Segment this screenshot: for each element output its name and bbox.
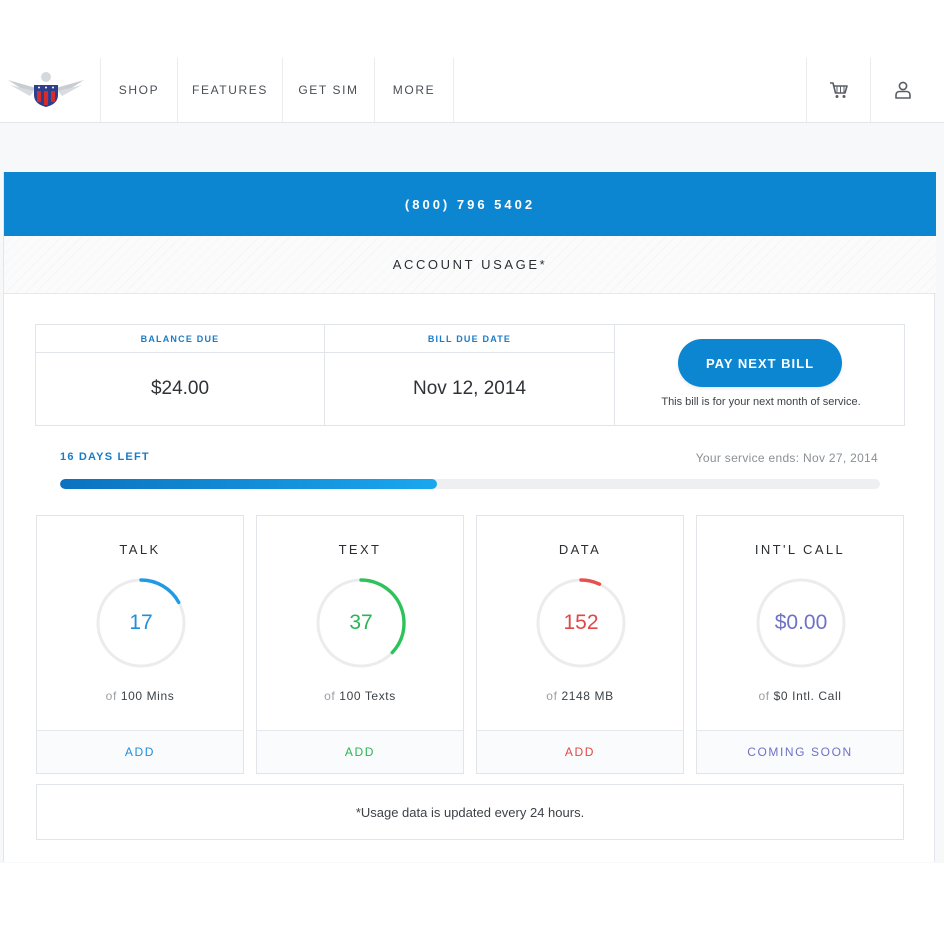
add-text-button[interactable]: ADD: [257, 730, 463, 773]
account-usage-heading: ACCOUNT USAGE*: [4, 236, 936, 294]
card-title: DATA: [558, 542, 602, 557]
usage-limit: of 100 Mins: [105, 689, 175, 703]
bill-due-date-value: Nov 12, 2014: [412, 378, 527, 399]
nav-get-sim[interactable]: GET SIM: [283, 58, 375, 122]
usage-value: 37: [349, 611, 373, 634]
progress-fill: [60, 479, 438, 489]
usage-ring: 152: [535, 577, 627, 669]
coming-soon-button[interactable]: COMING SOON: [697, 730, 903, 773]
usage-value: $0.00: [774, 611, 828, 634]
brand-logo[interactable]: [0, 58, 101, 122]
billing-summary: BALANCE DUE $24.00 BILL DUE DATE Nov 12,…: [35, 324, 905, 426]
card-title: TEXT: [338, 542, 382, 557]
nav-features[interactable]: FEATURES: [178, 58, 283, 122]
add-talk-button[interactable]: ADD: [37, 730, 243, 773]
intl-call-card: INT'L CALL $0.00 of $0 Intl. Call COMING…: [696, 515, 904, 774]
balance-due-cell: BALANCE DUE $24.00: [36, 325, 325, 425]
text-card: TEXT 37 of 100 Texts ADD: [256, 515, 464, 774]
pay-next-bill-button[interactable]: PAY NEXT BILL: [678, 339, 842, 387]
bill-due-date-cell: BILL DUE DATE Nov 12, 2014: [325, 325, 615, 425]
billing-period-progress: [60, 479, 880, 489]
usage-value: 152: [563, 611, 599, 634]
usage-ring: 17: [95, 577, 187, 669]
cart-icon: [829, 82, 848, 98]
top-nav-bar: SHOP FEATURES GET SIM MORE: [0, 58, 944, 123]
add-data-button[interactable]: ADD: [477, 730, 683, 773]
pay-note: This bill is for your next month of serv…: [661, 396, 861, 408]
balance-due-label: BALANCE DUE: [36, 325, 324, 353]
talk-card: TALK 17 of 100 Mins ADD: [36, 515, 244, 774]
usage-limit: of $0 Intl. Call: [758, 689, 842, 703]
usage-limit: of 2148 MB: [546, 689, 614, 703]
days-left: 16 DAYS LEFT: [60, 451, 150, 463]
account-button[interactable]: [870, 58, 934, 122]
usage-limit: of 100 Texts: [324, 689, 396, 703]
nav-shop[interactable]: SHOP: [101, 58, 178, 122]
account-panel: (800) 796 5402 ACCOUNT USAGE* BALANCE DU…: [3, 172, 936, 862]
card-title: INT'L CALL: [754, 542, 846, 557]
eagle-shield-icon: [8, 72, 84, 107]
balance-due-value: $24.00: [150, 378, 210, 399]
usage-footnote: *Usage data is updated every 24 hours.: [36, 784, 904, 840]
service-end-date: Your service ends: Nov 27, 2014: [695, 451, 878, 465]
data-card: DATA 152 of 2148 MB ADD: [476, 515, 684, 774]
phone-number: (800) 796 5402: [4, 172, 936, 236]
user-icon: [894, 81, 911, 99]
usage-value: 17: [129, 611, 153, 634]
nav-more[interactable]: MORE: [375, 58, 454, 122]
usage-ring: $0.00: [755, 577, 847, 669]
cart-button[interactable]: [806, 58, 870, 122]
card-title: TALK: [119, 542, 161, 557]
usage-ring: 37: [315, 577, 407, 669]
bill-due-date-label: BILL DUE DATE: [325, 325, 614, 353]
